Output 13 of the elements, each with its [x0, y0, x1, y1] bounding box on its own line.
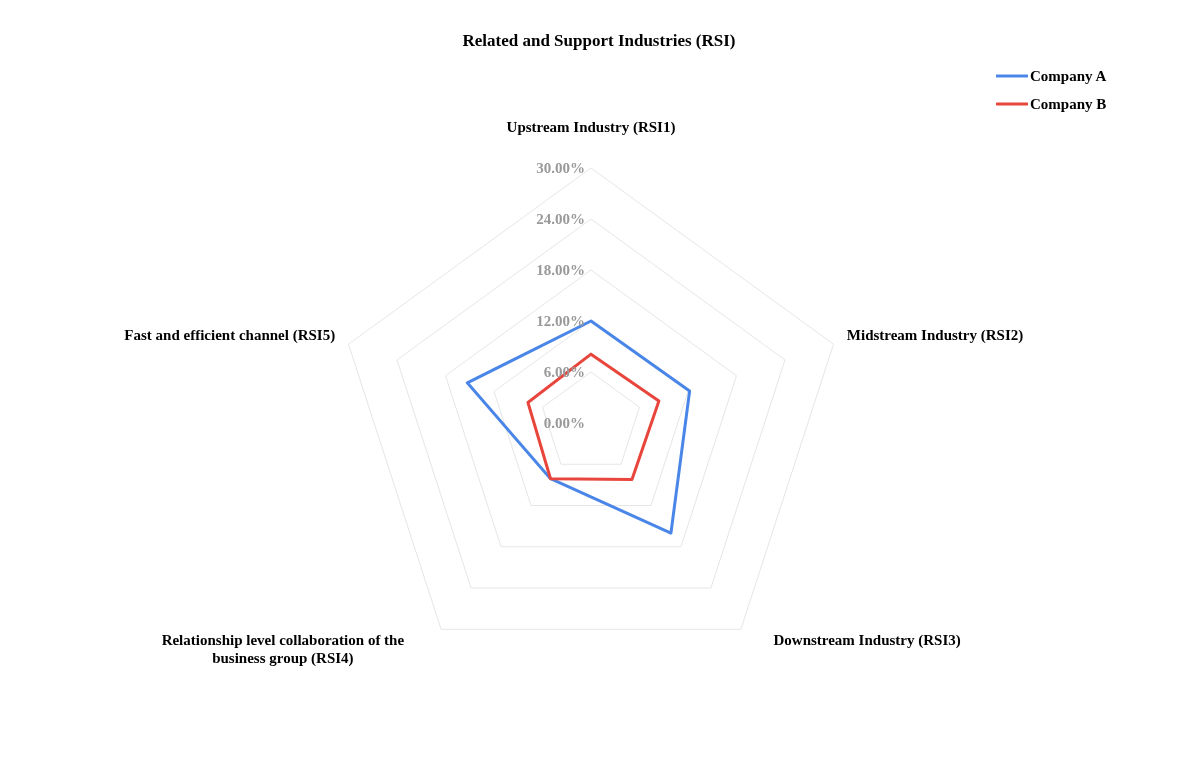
legend-label: Company A	[1030, 68, 1107, 84]
chart-title: Related and Support Industries (RSI)	[462, 31, 736, 50]
spoke-label: Upstream Industry (RSI1)	[506, 119, 676, 136]
spoke-label: Fast and efficient channel (RSI5)	[124, 326, 336, 344]
spoke-label: Midstream Industry (RSI2)	[846, 326, 1024, 344]
y-tick-label: 24.00%	[536, 211, 585, 227]
legend-label: Company B	[1030, 96, 1107, 112]
y-tick-label: 30.00%	[536, 160, 585, 176]
y-tick-label: 12.00%	[536, 313, 585, 329]
spoke-label: Downstream Industry (RSI3)	[773, 631, 961, 649]
y-tick-label: 18.00%	[536, 262, 585, 278]
y-tick-label: 0.00%	[543, 415, 585, 431]
spoke-label: Relationship level collaboration of the business group (RSI4)	[161, 631, 405, 667]
